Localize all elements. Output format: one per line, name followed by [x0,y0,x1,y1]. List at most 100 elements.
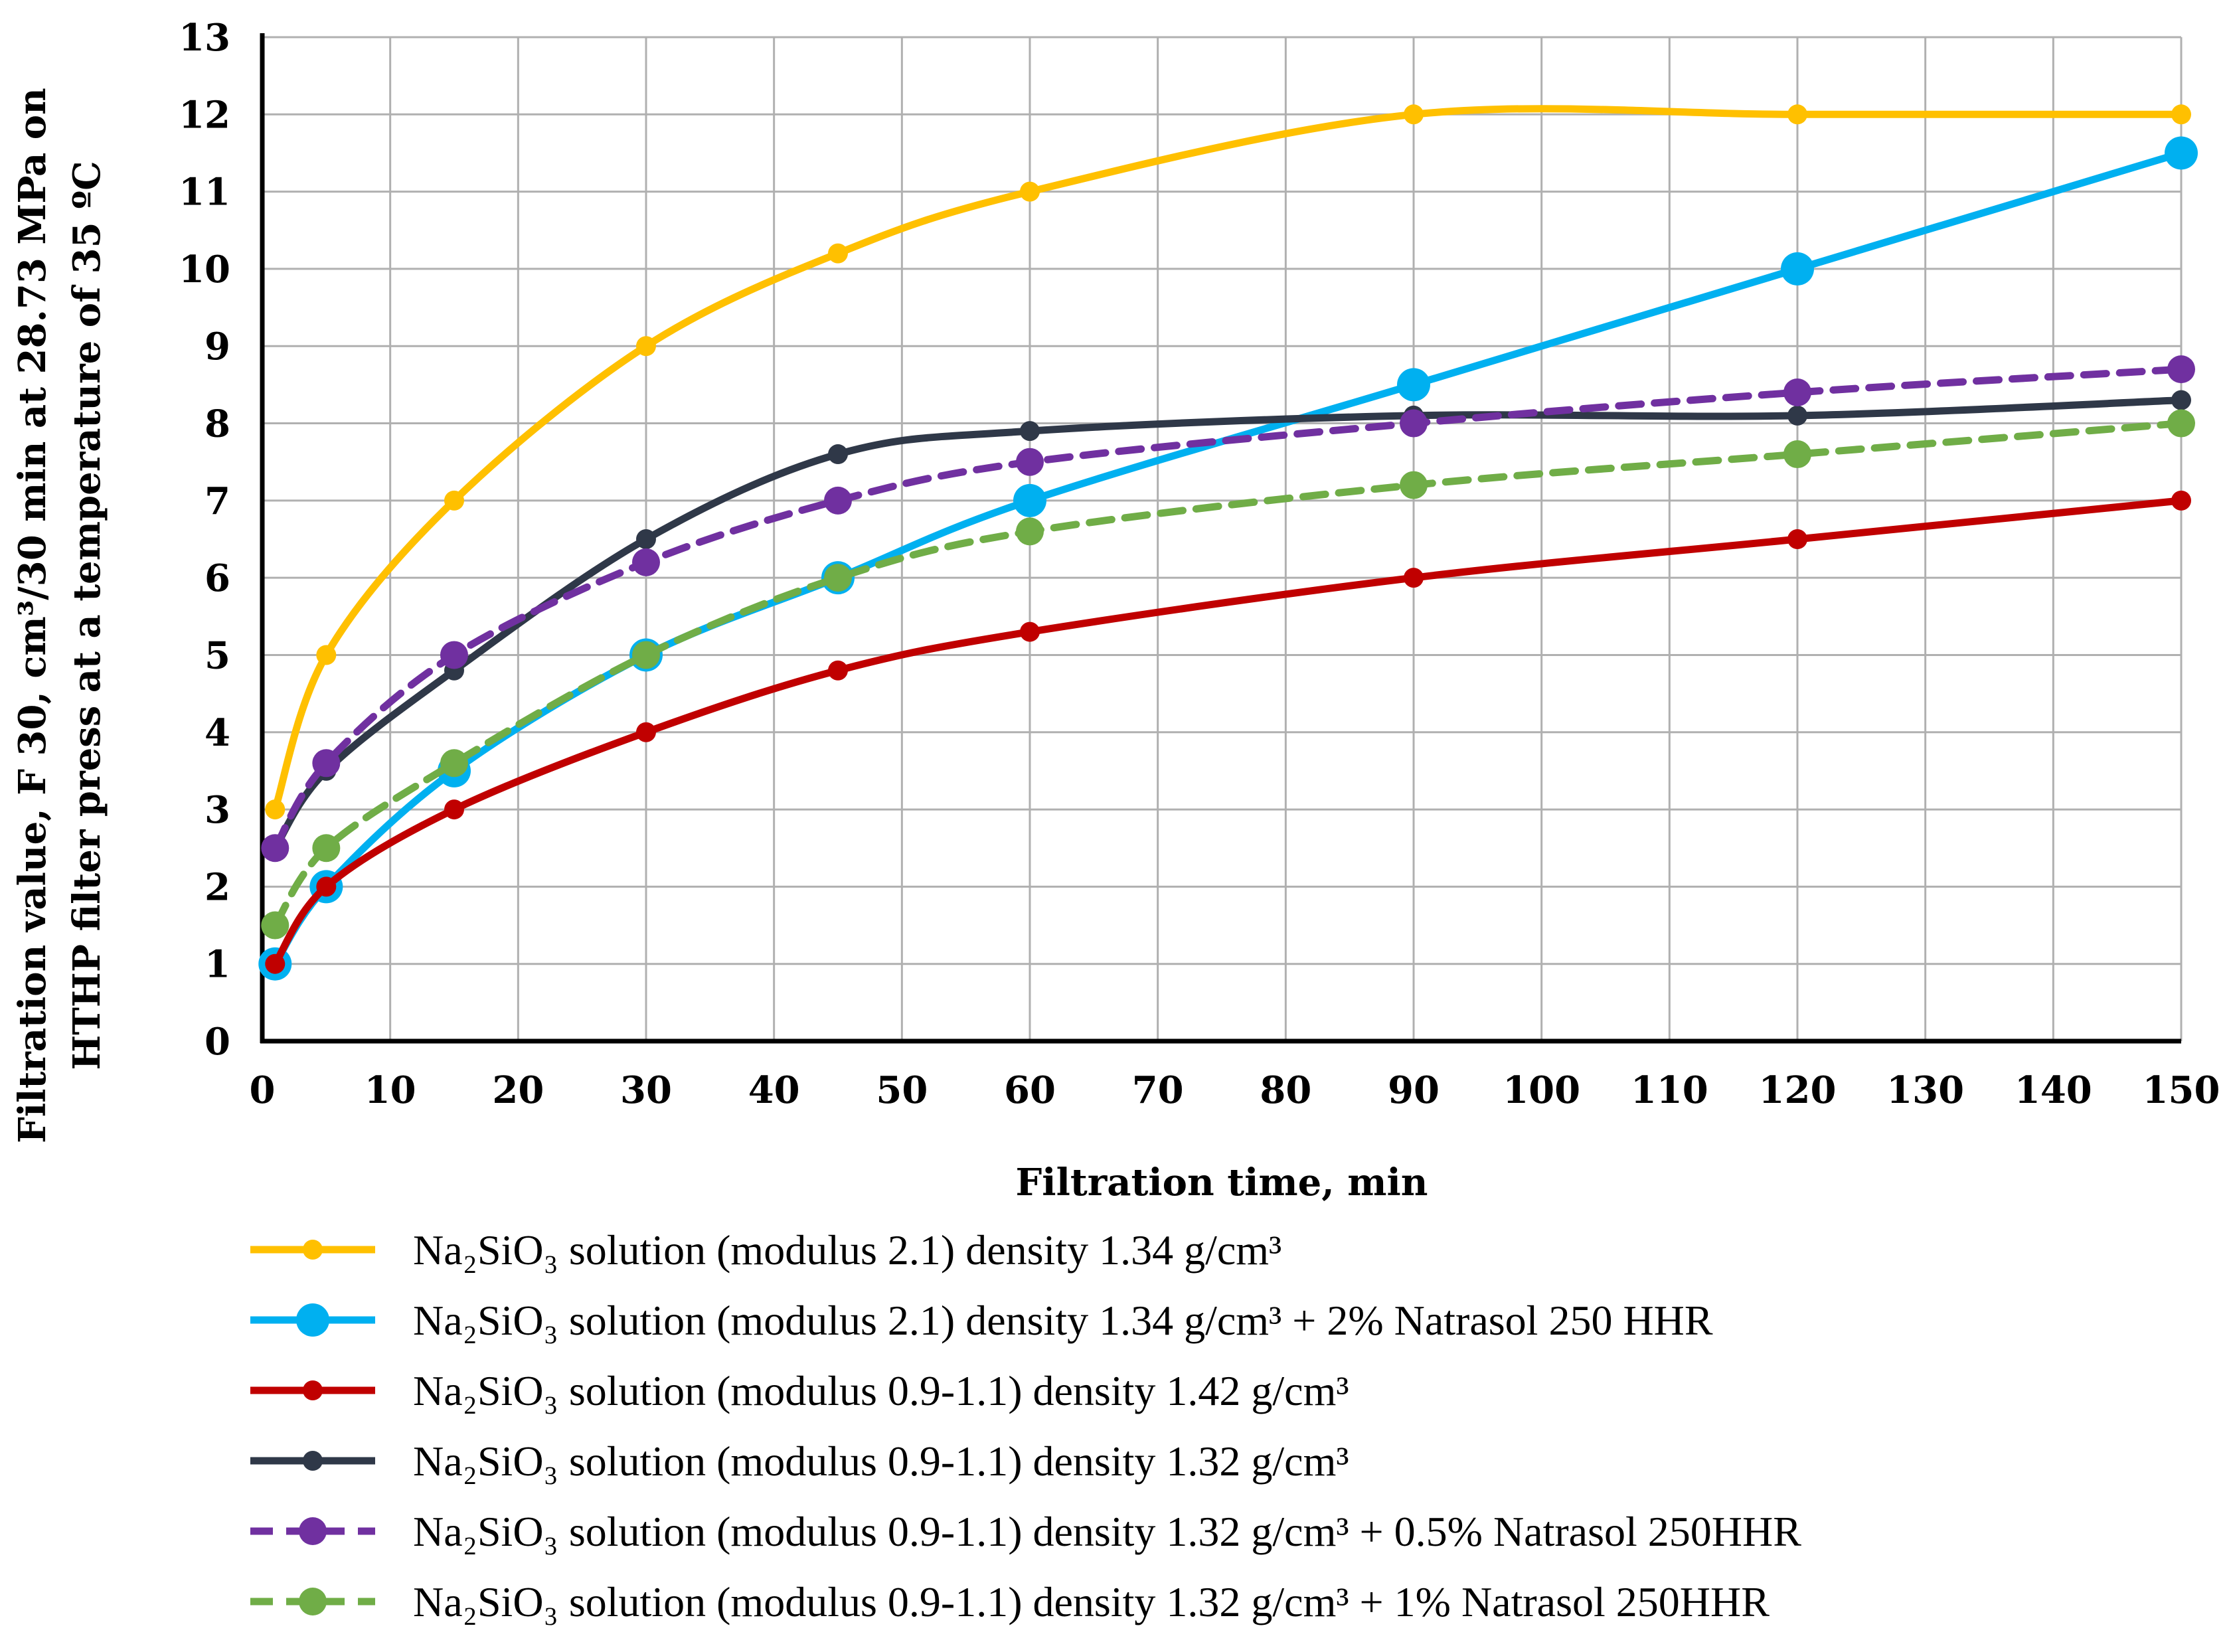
data-point [1016,448,1044,476]
data-point [1787,405,1807,426]
y-tick-label: 2 [205,865,230,909]
legend-entry: Na₂SiO₃ solution (modulus 2.1) density 1… [250,1297,1713,1344]
legend-entry: Na₂SiO₃ solution (modulus 0.9-1.1) densi… [250,1508,1801,1555]
x-tick-label: 70 [1132,1068,1184,1112]
legend-swatch-marker [299,1588,327,1615]
data-point [1783,440,1811,469]
legend-label: Na₂SiO₃ solution (modulus 0.9-1.1) densi… [413,1578,1770,1625]
x-tick-label: 80 [1260,1068,1311,1112]
data-point [261,911,289,940]
legend-entry: Na₂SiO₃ solution (modulus 2.1) density 1… [250,1226,1281,1274]
data-point [1787,104,1807,125]
series-3 [265,490,2191,974]
y-tick-label: 9 [205,325,230,369]
x-tick-label: 10 [365,1068,416,1112]
x-tick-label: 0 [250,1068,276,1112]
data-point [2171,390,2191,410]
data-point [444,490,464,511]
data-point [1783,378,1811,407]
series-6 [261,409,2195,940]
series-line [271,105,2185,813]
series-line [271,497,2185,968]
series-line [271,365,2185,852]
y-tick-label: 4 [205,711,230,755]
data-point [632,641,660,669]
y-tick-label: 7 [205,479,230,523]
data-point [1400,409,1428,438]
data-point [1016,517,1044,546]
y-tick-label: 8 [205,402,230,446]
data-point [828,444,848,465]
y-tick-label: 11 [179,171,230,214]
data-point [1397,368,1430,402]
grid [261,36,2183,1042]
legend-label: Na₂SiO₃ solution (modulus 0.9-1.1) densi… [413,1438,1349,1485]
series-line [271,396,2185,852]
data-point [312,749,341,778]
data-point [636,529,656,549]
y-tick-label: 13 [179,16,230,60]
x-axis-title: Filtration time, min [1016,1161,1428,1204]
data-point [265,953,286,974]
x-tick-label: 50 [876,1068,928,1112]
y-tick-label: 1 [205,943,230,987]
y-tick-label: 0 [205,1020,230,1064]
data-point [2171,104,2191,125]
legend-swatch-marker [303,1451,323,1471]
y-axis-title-line-1: Filtration value, F 30, cm³/30 min at 28… [11,88,54,1143]
legend-label: Na₂SiO₃ solution (modulus 0.9-1.1) densi… [413,1508,1801,1555]
legend-swatch-marker [303,1380,323,1400]
data-point [312,834,341,863]
x-tick-label: 90 [1388,1068,1440,1112]
data-point [1400,471,1428,499]
data-point [824,564,852,592]
data-point [444,799,464,820]
data-point [636,722,656,742]
legend-entry: Na₂SiO₃ solution (modulus 0.9-1.1) densi… [250,1367,1349,1414]
series-line [271,149,2185,968]
y-tick-label: 6 [205,556,230,600]
series-5 [261,355,2195,863]
y-axis-title-line-2: HTHP filter press at a temperature of 35… [65,161,109,1070]
series-1 [265,104,2191,820]
data-point [2167,355,2195,384]
x-tick-label: 150 [2143,1068,2220,1112]
data-point [440,641,468,669]
x-tick-label: 130 [1886,1068,1964,1112]
data-point [1020,421,1040,442]
data-point [2167,409,2195,438]
x-tick-label: 120 [1759,1068,1837,1112]
data-point [2171,490,2191,511]
data-point [261,834,289,863]
x-tick-label: 140 [2015,1068,2092,1112]
legend-swatch-marker [299,1517,327,1545]
x-tick-label: 30 [620,1068,672,1112]
legend-label: Na₂SiO₃ solution (modulus 2.1) density 1… [413,1226,1281,1274]
y-tick-label: 10 [179,248,230,291]
series-layer [258,104,2198,981]
legend-swatch-marker [296,1303,329,1337]
data-point [316,876,337,897]
data-point [265,799,286,820]
data-point [2165,136,2198,170]
series-4 [265,390,2191,859]
data-point [632,548,660,576]
legend-swatch-marker [303,1240,323,1260]
legend-label: Na₂SiO₃ solution (modulus 0.9-1.1) densi… [413,1367,1349,1414]
x-tick-label: 60 [1004,1068,1056,1112]
legend-entry: Na₂SiO₃ solution (modulus 0.9-1.1) densi… [250,1578,1770,1625]
data-point [1781,252,1814,286]
data-point [316,645,337,665]
x-tick-label: 40 [748,1068,800,1112]
data-point [440,749,468,778]
data-point [636,336,656,357]
data-point [1020,621,1040,642]
data-point [1404,568,1424,588]
data-point [1013,483,1046,517]
legend-label: Na₂SiO₃ solution (modulus 2.1) density 1… [413,1297,1713,1344]
series-2 [258,136,2198,981]
y-tick-label: 3 [205,788,230,832]
y-tick-label: 5 [205,633,230,677]
data-point [824,486,852,515]
